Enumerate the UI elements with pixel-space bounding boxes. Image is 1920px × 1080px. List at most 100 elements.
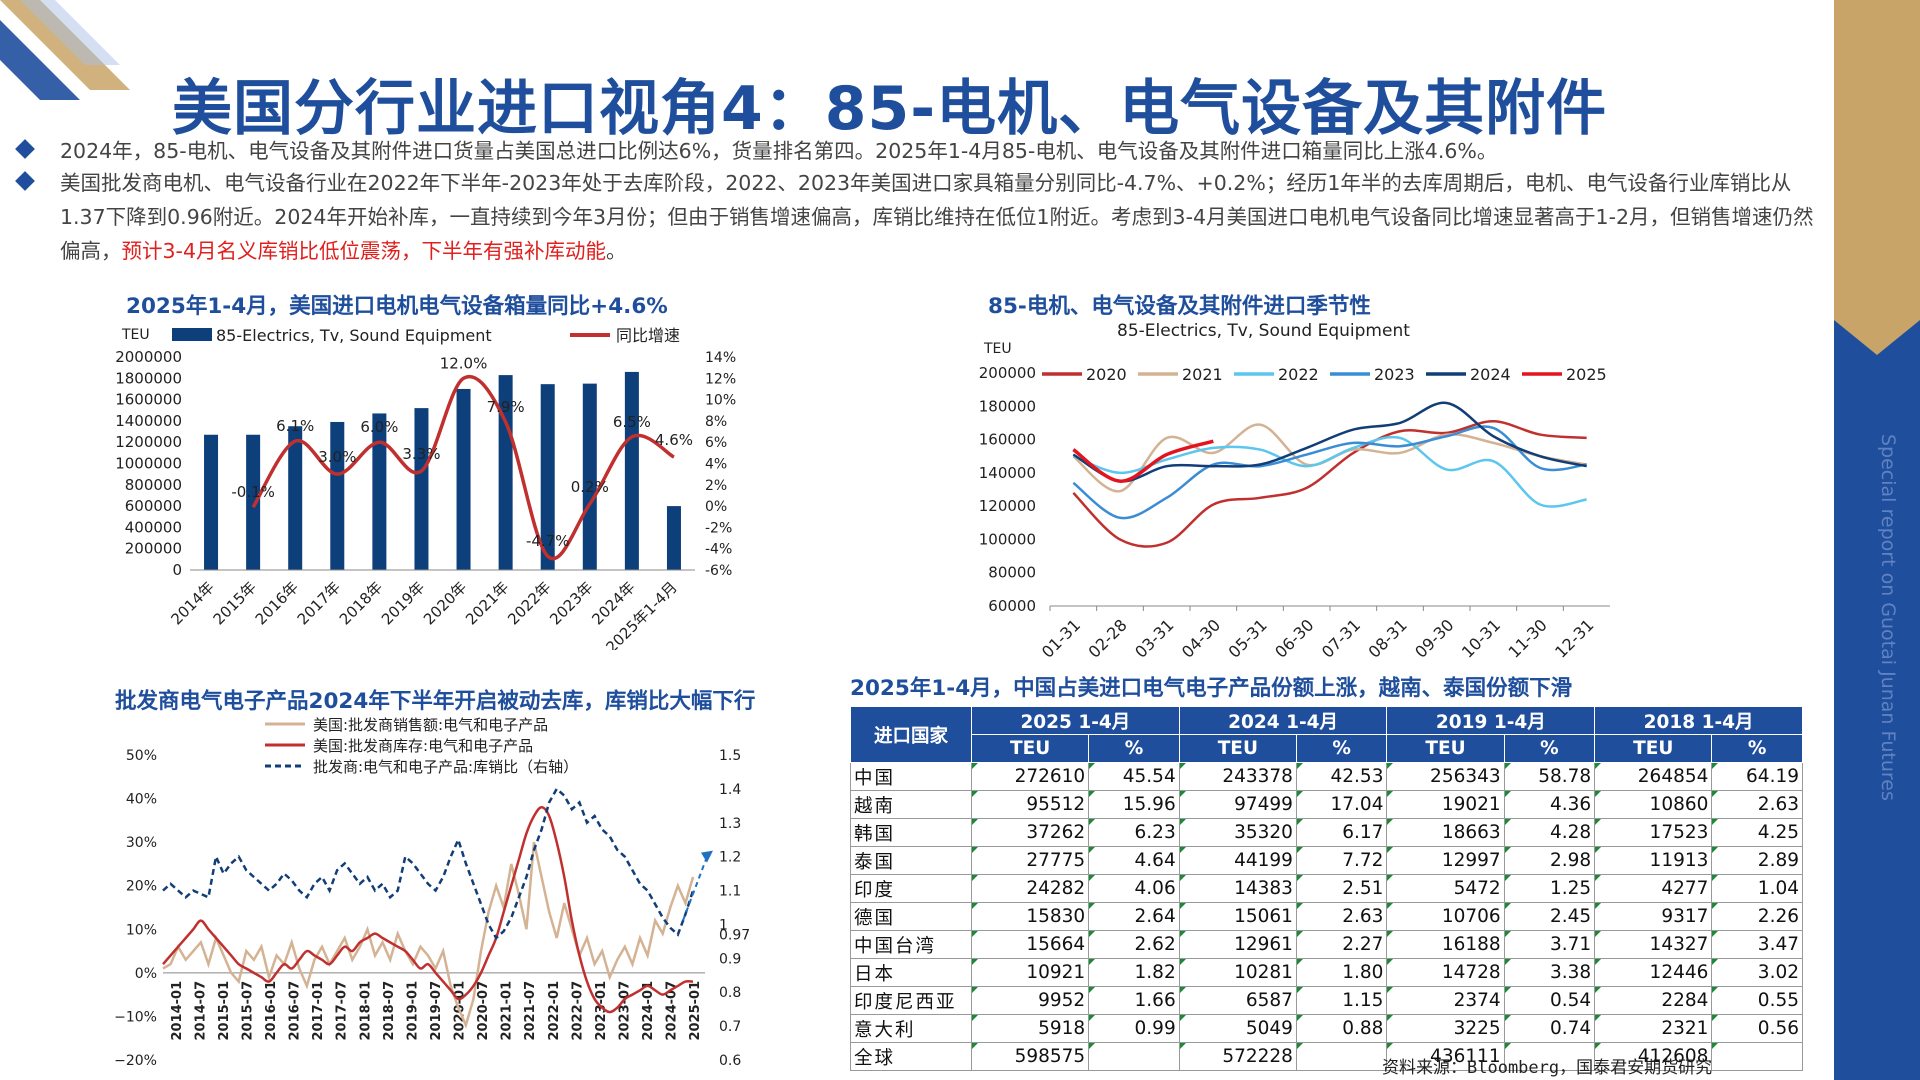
x-tick-label: 2015年 [210,578,260,628]
teu-cell: 243378 [1178,762,1297,791]
y2-tick-label: 1 [719,917,728,933]
teu-cell: 272610 [970,762,1090,791]
y2-tick-label: 14% [705,350,736,366]
pct-cell: 3.38 [1503,958,1596,987]
table-row: 日本 10921 1.82 10281 1.80 14728 3.38 12446 3.02 [850,958,1803,987]
teu-cell: 5918 [970,1014,1090,1043]
y-tick-label: 0% [135,966,157,982]
teu-cell: 2374 [1386,986,1505,1015]
legend-label: 美国:批发商销售额:电气和电子产品 [313,716,548,734]
x-tick-label: 2020年 [420,578,470,628]
y2-tick-label: 4% [705,457,727,473]
country-cell: 全球 [850,1042,972,1071]
diamond-icon [15,171,35,191]
source-note: 资料来源：Bloomberg，国泰君安期货研究 [1382,1058,1713,1078]
x-tick-label: 2024-07 [665,981,680,1041]
y2-tick-label: 12% [705,371,736,387]
x-tick-label: 2019年 [378,578,428,628]
y2-tick-label: 1.4 [719,782,741,798]
y-tick-label: 1000000 [115,455,182,473]
teu-cell: 14327 [1594,930,1713,959]
teu-cell: 11913 [1594,846,1713,875]
pct-cell: 2.63 [1711,790,1803,819]
y2-tick-label: -4% [705,542,732,558]
pct-cell: 2.89 [1711,846,1803,875]
y-axis-label: TEU [983,341,1012,357]
bar [624,371,639,570]
pct-cell: 0.99 [1088,1014,1180,1043]
pct-cell: 1.66 [1088,986,1180,1015]
x-tick-label: 2018年 [336,578,386,628]
x-tick-label: 05-31 [1225,615,1271,661]
pct-cell: 2.62 [1088,930,1180,959]
teu-cell: 5049 [1178,1014,1297,1043]
country-cell: 越南 [850,790,972,819]
pct-cell: 4.06 [1088,874,1180,903]
y-tick-label: 200000 [125,540,182,558]
y-tick-label: 600000 [125,497,182,515]
y-tick-label: 1800000 [115,369,182,387]
pct-cell: 2.98 [1503,846,1596,875]
y2-tick-label: 1.5 [719,748,741,764]
x-tick-label: 2021年 [462,578,512,628]
table-row: 印度尼西亚 9952 1.66 6587 1.15 2374 0.54 2284 0.55 [850,986,1803,1015]
ratio-annotation: 0.97 [719,928,750,944]
period-header: 2019 1-4月 [1386,706,1596,735]
y-tick-label: 200000 [979,364,1036,382]
teu-cell: 9952 [970,986,1090,1015]
x-tick-label: 02-28 [1085,615,1131,661]
sub-header-teu: TEU [1594,734,1713,763]
table-row: 越南 95512 15.96 97499 17.04 19021 4.36 10860 2.63 [850,790,1803,819]
chart-annual: 0 200000 400000 600000 800000 1000000 1200000 1… [115,326,736,650]
y2-tick-label: 0.9 [719,951,741,967]
teu-cell: 35320 [1178,818,1297,847]
country-cell: 意大利 [850,1014,972,1043]
pct-cell: 4.28 [1503,818,1596,847]
x-tick-label: 07-31 [1318,615,1364,661]
x-tick-label: 2016-01 [264,981,279,1041]
legend-bar-swatch [172,328,212,341]
bar [540,384,555,570]
y-tick-label: 800000 [125,476,182,494]
sidebar-text: Special report on Guotai Junan Futures [1877,434,1899,801]
legend-label: 2021 [1182,365,1223,384]
pct-cell: 15.96 [1088,790,1180,819]
table-row: 印度 24282 4.06 14383 2.51 5472 1.25 4277 1.04 [850,874,1803,903]
pct-cell: 3.47 [1711,930,1803,959]
y-tick-label: 30% [126,835,157,851]
sales-line [162,841,695,1029]
teu-cell: 3225 [1386,1014,1505,1043]
y2-tick-label: 0.8 [719,985,741,1001]
pct-cell: 42.53 [1295,762,1388,791]
sidebar-gold-chevron [1834,0,1920,355]
y-tick-label: 400000 [125,518,182,536]
data-label: 4.6% [655,431,693,449]
bar [414,408,429,570]
bar [582,383,597,570]
diamond-icon [15,139,35,159]
data-label: 6.0% [360,418,398,436]
pct-cell: 4.25 [1711,818,1803,847]
x-tick-label: 2020-07 [476,981,491,1041]
y-tick-label: 120000 [979,497,1036,515]
x-tick-label: 2015-07 [240,981,255,1041]
y2-tick-label: -2% [705,520,732,536]
y-tick-label: −20% [115,1053,157,1069]
sub-header-teu: TEU [1178,734,1297,763]
country-header: 进口国家 [850,706,972,763]
pct-cell: 1.04 [1711,874,1803,903]
table-row: 韩国 37262 6.23 35320 6.17 18663 4.28 17523 4.25 [850,818,1803,847]
x-tick-label: 2021-07 [523,981,538,1041]
teu-cell: 15664 [970,930,1090,959]
teu-cell: 17523 [1594,818,1713,847]
yoy-line [251,374,675,561]
chart-seasonal-title: 85-电机、电气设备及其附件进口季节性 [988,294,1371,319]
country-cell: 韩国 [850,818,972,847]
country-cell: 日本 [850,958,972,987]
x-tick-label: 2022年 [504,578,554,628]
period-header: 2025 1-4月 [971,706,1180,735]
x-tick-label: 2022-01 [547,981,562,1041]
pct-cell: 1.25 [1503,874,1596,903]
trend-arrow-line [682,856,708,921]
bar [288,426,303,570]
